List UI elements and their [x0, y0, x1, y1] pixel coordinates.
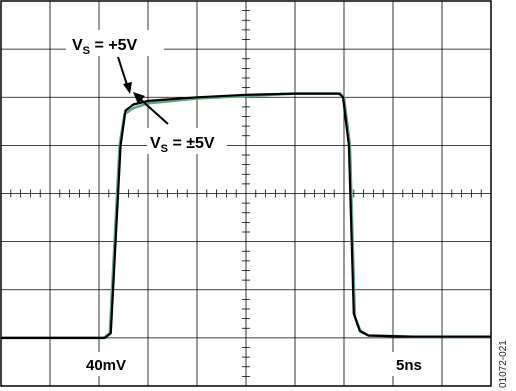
label-bg-vs-plus — [66, 30, 164, 56]
scale-label-time-per-div: 5ns — [396, 357, 422, 374]
label-vs-plus: VS = +5V — [72, 37, 137, 57]
label-vs-pm: VS = ±5V — [150, 135, 215, 155]
label-bg-volts — [75, 352, 135, 376]
arrowhead-vs-pm — [133, 92, 145, 104]
arrow-vs-plus — [117, 56, 129, 89]
arrow-vs-pm — [138, 97, 169, 125]
annotation-arrows — [117, 56, 169, 125]
traces — [1, 92, 491, 340]
label-bg-time — [388, 352, 438, 376]
center-axis-ticks — [10, 10, 482, 377]
scale-label-volts-per-div: 40mV — [86, 357, 126, 374]
figure-id: 01072-021 — [498, 340, 509, 388]
label-bg-vs-pm — [147, 128, 227, 154]
trace-vs-plus-5v — [1, 92, 491, 339]
arrowhead-vs-plus — [123, 82, 132, 94]
